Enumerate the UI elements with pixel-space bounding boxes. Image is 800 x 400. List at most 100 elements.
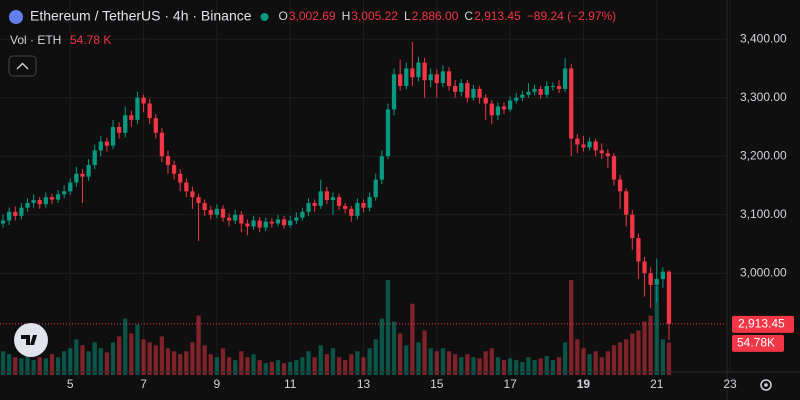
volume-bar <box>581 348 586 375</box>
volume-bar <box>245 357 250 375</box>
candle-body <box>410 68 415 78</box>
volume-bar <box>0 351 6 375</box>
candle-body <box>233 214 238 221</box>
ohlc-key: L <box>404 9 411 23</box>
volume-bar <box>617 342 623 375</box>
volume-bar <box>636 330 641 375</box>
collapse-icon <box>16 62 29 70</box>
candle-body <box>532 88 537 92</box>
candle-body <box>349 208 354 216</box>
volume-bar <box>31 360 36 375</box>
candle-body <box>13 211 18 216</box>
ohlc-value: 2,913.45 <box>474 9 521 23</box>
ohlc-value: 2,886.00 <box>412 9 459 23</box>
candle-body <box>80 173 85 177</box>
candle-body <box>434 74 439 84</box>
candle-body <box>465 83 470 98</box>
candle-body <box>593 141 598 151</box>
candle-body <box>379 156 384 180</box>
candle-body <box>281 219 287 226</box>
volume-bar <box>520 361 525 375</box>
settings-icon[interactable] <box>760 379 772 391</box>
volume-bar <box>434 351 439 375</box>
volume-bar <box>526 357 531 375</box>
volume-bar <box>465 354 470 375</box>
candle-body <box>37 200 42 205</box>
volume-bar <box>110 342 116 375</box>
candle-body <box>489 103 494 116</box>
x-tick-label: 9 <box>214 377 221 391</box>
candle-body <box>391 74 397 110</box>
candle-body <box>55 194 61 200</box>
y-tick-label: 3,200.00 <box>740 148 787 162</box>
candle-body <box>666 271 672 324</box>
volume-bar <box>587 354 592 375</box>
logo[interactable] <box>14 323 48 357</box>
volume-bar <box>654 285 659 375</box>
volume-bar <box>233 360 238 375</box>
candle-body <box>294 217 299 221</box>
candle-body <box>605 153 611 157</box>
volume-bar <box>25 356 30 375</box>
volume-bar <box>550 360 556 375</box>
volume-bar <box>294 360 299 375</box>
candle-body <box>599 150 604 154</box>
candle-body <box>575 138 580 145</box>
volume-bar <box>37 357 42 375</box>
volume-bar <box>49 354 55 375</box>
volume-bar <box>416 342 421 375</box>
volume-bar <box>153 345 158 375</box>
volume-bar <box>446 351 452 375</box>
volume-bar <box>239 351 244 375</box>
volume-bar <box>349 354 354 375</box>
volume-bar <box>453 354 458 375</box>
volume-bar <box>269 361 274 375</box>
volume-bar <box>666 342 672 375</box>
candle-body <box>208 210 213 215</box>
volume-bar <box>398 333 403 375</box>
volume-bar <box>410 303 415 375</box>
price-tag-bg <box>732 315 794 333</box>
volume-bar <box>367 348 372 375</box>
candle-body <box>624 191 629 215</box>
volume-bar <box>104 352 110 375</box>
volume-bar <box>220 348 226 375</box>
candle-body <box>275 219 281 224</box>
volume-bar <box>251 354 256 375</box>
candle-body <box>446 71 452 86</box>
candle-body <box>617 179 623 192</box>
volume-bar <box>379 318 384 375</box>
candle-body <box>336 197 342 206</box>
candle-body <box>116 126 122 133</box>
volume-bar <box>123 318 128 375</box>
volume-tag: 54.78K <box>737 336 775 350</box>
volume-bar <box>336 357 342 375</box>
volume-bar <box>355 351 360 375</box>
volume-bar <box>483 351 488 375</box>
candle-body <box>587 141 592 148</box>
candle-body <box>269 221 274 224</box>
candle-body <box>562 68 568 89</box>
candle-body <box>202 203 207 211</box>
volume-bar <box>300 357 305 375</box>
change: −89.24 (−2.97%) <box>527 9 616 23</box>
volume-bar <box>471 357 476 375</box>
candle-body <box>178 173 183 183</box>
volume-bar <box>263 363 268 375</box>
candle-body <box>196 197 201 204</box>
candle-body <box>129 115 134 120</box>
volume-bar <box>288 361 293 375</box>
volume-bar <box>507 358 513 375</box>
volume-bar <box>74 339 79 375</box>
x-tick-label: 15 <box>430 377 444 391</box>
candle-body <box>318 191 323 206</box>
volume-bar <box>312 357 317 375</box>
candle-body <box>538 88 543 95</box>
candle-body <box>471 88 476 98</box>
ohlc-key: C <box>464 9 473 23</box>
candle-body <box>495 106 501 116</box>
collapse-button[interactable] <box>8 55 37 77</box>
x-tick-label: 17 <box>503 377 517 391</box>
candle-body <box>514 97 519 101</box>
candle-body <box>74 173 79 183</box>
